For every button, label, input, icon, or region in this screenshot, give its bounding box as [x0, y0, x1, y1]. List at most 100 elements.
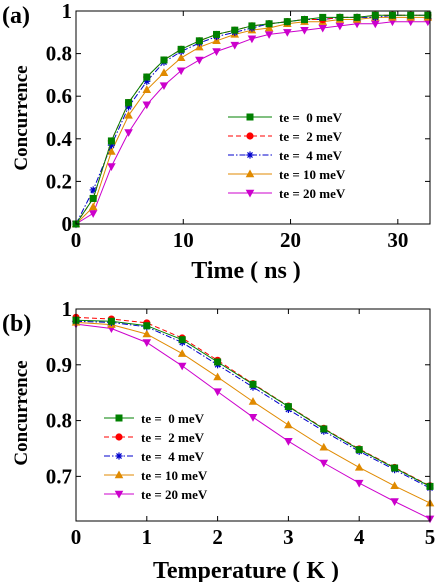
- panel-a-y-axis-label: Concurrence: [11, 65, 32, 170]
- panel-a-ticks: 0 10 20 30 0 0.2 0.4 0.6 0.8 1: [46, 0, 430, 252]
- panel-a-series-4: [71, 18, 433, 229]
- panel-b-legend-entry: te = 10 meV: [104, 468, 208, 483]
- panel-a-series-3-point: [212, 36, 221, 45]
- panel-a-y-tick-label: 0.8: [46, 42, 72, 66]
- panel-a-series-0-point: [213, 30, 221, 38]
- panel-b-series-4-point: [177, 362, 187, 371]
- panel-a-series-4-point: [230, 41, 240, 50]
- panel-a-legend-marker: [246, 113, 254, 121]
- panel-a-series-3-point: [142, 85, 152, 94]
- panel-a-x-tick-label: 20: [280, 228, 301, 252]
- panel-b-series-4-point: [213, 388, 222, 397]
- panel-b-x-tick-label: 3: [283, 525, 294, 549]
- panel-b-x-tick-label: 2: [212, 525, 223, 549]
- panel-a-series-4-point: [107, 163, 116, 171]
- panel-a-series-4-point: [247, 35, 257, 44]
- panel-a-series-4-point: [300, 26, 309, 35]
- panel-b-series-0-point: [178, 336, 186, 344]
- panel-b-series-0-point: [391, 464, 399, 472]
- panel-a-series-0-point: [388, 11, 396, 19]
- panel-b-legend-label: te = 10 meV: [141, 468, 208, 483]
- panel-b-series-0-point: [355, 446, 363, 454]
- panel-b-series-4-point: [142, 339, 152, 347]
- panel-b-series-3-point: [354, 462, 364, 471]
- panel-a-y-tick-label: 0.2: [46, 169, 72, 193]
- panel-a-series-0-point: [371, 11, 379, 19]
- panel-b-series-3-point: [213, 372, 222, 381]
- panel-a-series-0-point: [195, 37, 203, 45]
- panel-b-series-0-point: [214, 358, 222, 366]
- panel-a-series-0-point: [336, 13, 344, 21]
- panel-a-series-3-point: [159, 68, 169, 76]
- panel-a-series-0-point: [424, 11, 432, 19]
- panel-b-y-tick-label: 1: [62, 297, 73, 321]
- panel-b-legend-entry: te = 20 meV: [104, 487, 208, 502]
- panel-a-x-axis-label: Time ( ns ): [191, 258, 301, 284]
- panel-a-series-0-point: [300, 16, 308, 24]
- panel-a-x-tick-label: 10: [173, 228, 194, 252]
- panel-b-y-tick-label: 0.7: [46, 464, 72, 488]
- panel-a-series-4-point: [159, 82, 169, 91]
- panel-a-series-3-point: [88, 202, 98, 211]
- panel-b-label: (b): [2, 311, 31, 337]
- panel-a-series-0-point: [107, 137, 115, 145]
- panel-b-legend-label: te = 0 meV: [141, 411, 205, 426]
- panel-a-plot-frame: [75, 10, 431, 225]
- panel-b-series-4: [71, 320, 435, 524]
- panel-a-x-tick-label: 0: [71, 228, 82, 252]
- panel-b-legend-marker: [114, 470, 124, 479]
- panel-a-y-tick-label: 0: [62, 212, 73, 236]
- panel-a-series-0-point: [265, 20, 273, 28]
- panel-a-legend-entry: te = 10 meV: [228, 167, 346, 182]
- panel-a-legend-label: te = 10 meV: [279, 167, 346, 182]
- panel-b-legend: te = 0 meV te = 2 meV te = 4 meV te = 10 me…: [98, 405, 234, 502]
- panel-a: (a) Concurrence Time ( ns ) 0 10 20 30 0 0.2 0…: [2, 0, 433, 284]
- panel-a-label: (a): [2, 3, 30, 29]
- panel-b-legend-entry: te = 2 meV: [104, 430, 205, 445]
- panel-a-y-tick-label: 1: [62, 0, 73, 23]
- panel-a-series-0-point: [319, 13, 327, 21]
- panel-a-series-0-point: [231, 26, 239, 34]
- panel-a-series-4-point: [370, 20, 380, 29]
- panel-a-legend-marker: [245, 169, 255, 178]
- panel-b-x-tick-label: 4: [354, 525, 365, 549]
- panel-a-series-4-point: [212, 48, 221, 56]
- panel-b-legend-marker: [114, 490, 124, 499]
- panel-b-legend-marker: [115, 433, 123, 441]
- panel-a-legend-marker: [246, 151, 254, 159]
- panel-a-series-3-point: [195, 42, 204, 51]
- panel-a-legend-label: te = 0 meV: [279, 110, 343, 125]
- panel-b-legend-label: te = 2 meV: [141, 430, 205, 445]
- panel-b-series-0-point: [107, 317, 115, 325]
- panel-a-series-0-point: [89, 194, 97, 202]
- panel-a-series-4-point: [142, 101, 152, 110]
- panel-a-legend-entry: te = 2 meV: [228, 129, 343, 144]
- panel-a-series: [71, 11, 433, 229]
- panel-b-legend-marker: [115, 452, 123, 460]
- panel-b-series-3-point: [142, 329, 152, 338]
- panel-b-series-3-point: [248, 397, 258, 405]
- panel-b-legend-entry: te = 4 meV: [104, 449, 205, 464]
- panel-b-series-3-point: [390, 481, 399, 490]
- panel-a-legend: te = 0 meV te = 2 meV te = 4 meV te = 10 me…: [222, 107, 392, 201]
- panel-b-x-tick-label: 0: [71, 525, 82, 549]
- panel-a-series-0-point: [125, 99, 133, 107]
- panel-b-x-axis-label: Temperature ( K ): [153, 558, 339, 582]
- panel-b-series-0-point: [284, 403, 292, 411]
- panel-b-series-4-point: [284, 438, 293, 446]
- panel-a-y-tick-label: 0.4: [46, 127, 73, 151]
- panel-a-series-4-point: [195, 56, 204, 65]
- panel-a-legend-label: te = 20 meV: [279, 186, 346, 201]
- panel-b-series-4-point: [248, 414, 258, 422]
- panel-a-series-4-point: [335, 22, 345, 31]
- panel-b-plot-frame: [75, 308, 431, 522]
- panel-a-series-0-point: [160, 56, 168, 64]
- panel-a-series-4-point: [124, 129, 133, 137]
- panel-a-series-2-point: [107, 141, 115, 149]
- panel-a-series-4-point: [283, 29, 292, 37]
- panel-a-series-4-point: [318, 24, 328, 33]
- panel-b-series-3-point: [319, 442, 329, 451]
- panel-b-series-0: [72, 316, 434, 490]
- panel-a-x-tick-label: 30: [387, 228, 408, 252]
- panel-b-series-0-point: [249, 380, 257, 388]
